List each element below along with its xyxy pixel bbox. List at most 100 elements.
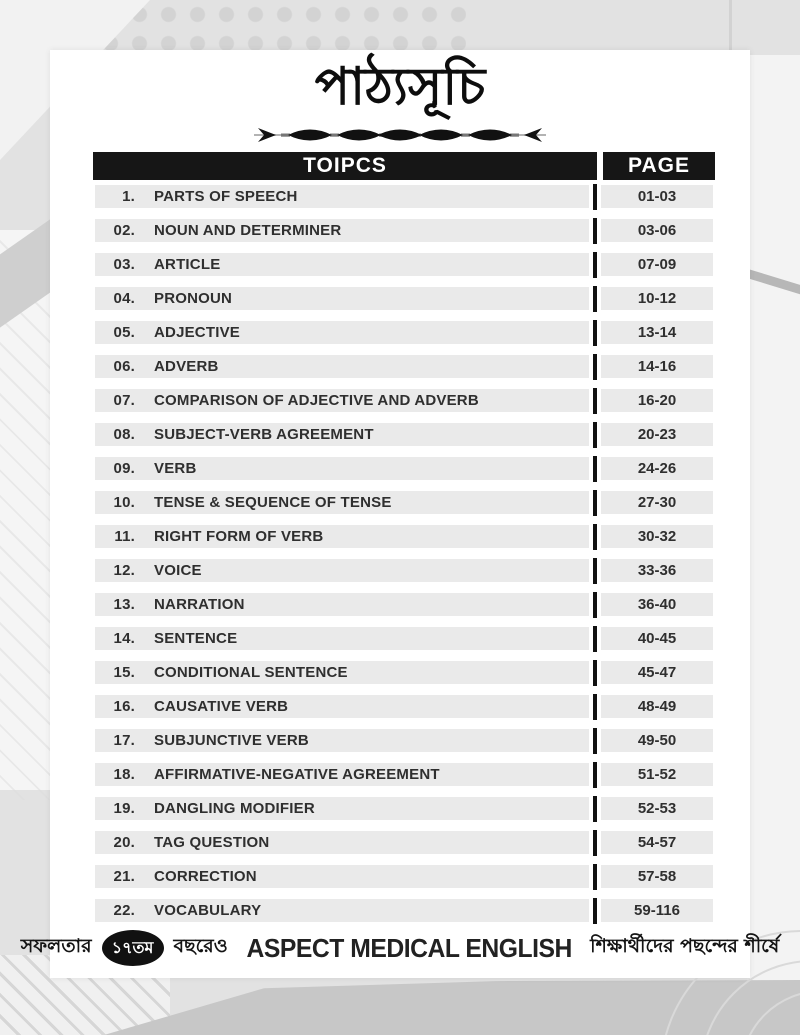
right-ribbon-decoration — [742, 267, 800, 298]
toc-row-separator-bar — [593, 829, 597, 856]
toc-row-topic-cell: 21. CORRECTION — [95, 865, 589, 888]
toc-row: 14. SENTENCE 40-45 — [95, 625, 715, 652]
toc-row-separator-bar — [593, 897, 597, 924]
toc-row-topic-cell: 1. PARTS OF SPEECH — [95, 185, 589, 208]
toc-row-number: 20. — [113, 834, 135, 851]
toc-row-separator-bar — [593, 659, 597, 686]
page-title: পাঠ্যসূচি — [314, 57, 486, 117]
toc-row-separator-bar — [593, 251, 597, 278]
toc-row-topic: RIGHT FORM OF VERB — [154, 528, 324, 545]
toc-row-topic-cell: 20. TAG QUESTION — [95, 831, 589, 854]
toc-row-separator-bar — [593, 285, 597, 312]
toc-row-pages: 57-58 — [601, 865, 713, 888]
toc-header-row: TOIPCS PAGE — [93, 152, 715, 180]
toc-row-topic: PARTS OF SPEECH — [154, 188, 298, 205]
toc-row-pages: 30-32 — [601, 525, 713, 548]
toc-row-separator-bar — [593, 455, 597, 482]
toc-row-topic-cell: 05. ADJECTIVE — [95, 321, 589, 344]
toc-row: 08. SUBJECT-VERB AGREEMENT 20-23 — [95, 421, 715, 448]
toc-row: 07. COMPARISON OF ADJECTIVE AND ADVERB 1… — [95, 387, 715, 414]
content-sheet: পাঠ্যসূচি — [21, 50, 779, 978]
toc-row-number: 19. — [113, 800, 135, 817]
toc-row-topic: SENTENCE — [154, 630, 238, 647]
toc-row-topic: TAG QUESTION — [154, 834, 270, 851]
toc-row-topic: VOCABULARY — [154, 902, 262, 919]
toc-row-number: 04. — [113, 290, 135, 307]
toc-row-topic: NOUN AND DETERMINER — [154, 222, 342, 239]
page-column-header: PAGE — [603, 152, 715, 180]
toc-row-separator-bar — [593, 183, 597, 210]
footer-strip: সফলতার ১৭তম বছরেও ASPECT MEDICAL ENGLISH… — [21, 926, 779, 970]
toc-row: 21. CORRECTION 57-58 — [95, 863, 715, 890]
toc-row-topic: ADJECTIVE — [154, 324, 240, 341]
toc-row-topic-cell: 03. ARTICLE — [95, 253, 589, 276]
toc-row: 19. DANGLING MODIFIER 52-53 — [95, 795, 715, 822]
toc-row: 17. SUBJUNCTIVE VERB 49-50 — [95, 727, 715, 754]
left-margin-band — [0, 230, 50, 790]
toc-row: 11. RIGHT FORM OF VERB 30-32 — [95, 523, 715, 550]
toc-row-separator-bar — [593, 421, 597, 448]
toc-row-topic: PRONOUN — [154, 290, 233, 307]
toc-row-separator-bar — [593, 693, 597, 720]
toc-row-topic-cell: 08. SUBJECT-VERB AGREEMENT — [95, 423, 589, 446]
toc-row: 05. ADJECTIVE 13-14 — [95, 319, 715, 346]
toc-row-topic: ADVERB — [154, 358, 219, 375]
toc-row-pages: 10-12 — [601, 287, 713, 310]
footer-success-text: সফলতার — [20, 935, 92, 957]
toc-row-pages: 33-36 — [601, 559, 713, 582]
toc-row-pages: 16-20 — [601, 389, 713, 412]
toc-row: 1. PARTS OF SPEECH 01-03 — [95, 183, 715, 210]
toc-row-topic: SUBJECT-VERB AGREEMENT — [154, 426, 374, 443]
toc-row-topic: COMPARISON OF ADJECTIVE AND ADVERB — [154, 392, 479, 409]
toc-row-separator-bar — [593, 625, 597, 652]
toc-row-separator-bar — [593, 319, 597, 346]
toc-row-topic-cell: 22. VOCABULARY — [95, 899, 589, 922]
toc-row-pages: 01-03 — [601, 185, 713, 208]
toc-row-number: 09. — [113, 460, 135, 477]
toc-row-pages: 36-40 — [601, 593, 713, 616]
toc-row-separator-bar — [593, 761, 597, 788]
toc-row-pages: 48-49 — [601, 695, 713, 718]
toc-row: 03. ARTICLE 07-09 — [95, 251, 715, 278]
toc-row-number: 1. — [122, 188, 135, 205]
bottom-gray-wedge — [0, 980, 800, 1035]
toc-row-topic: DANGLING MODIFIER — [154, 800, 315, 817]
toc-row-separator-bar — [593, 591, 597, 618]
toc-row-topic-cell: 04. PRONOUN — [95, 287, 589, 310]
toc-row-topic-cell: 12. VOICE — [95, 559, 589, 582]
toc-row-topic-cell: 09. VERB — [95, 457, 589, 480]
toc-row-pages: 40-45 — [601, 627, 713, 650]
toc-row-topic-cell: 07. COMPARISON OF ADJECTIVE AND ADVERB — [95, 389, 589, 412]
toc-row: 18. AFFIRMATIVE-NEGATIVE AGREEMENT 51-52 — [95, 761, 715, 788]
toc-row-separator-bar — [593, 217, 597, 244]
brand-name: ASPECT MEDICAL ENGLISH — [246, 932, 572, 963]
toc-row-pages: 14-16 — [601, 355, 713, 378]
contour-arc — [740, 990, 800, 1035]
footer-students-choice-text: শিক্ষার্থীদের পছন্দের শীর্ষে — [590, 935, 780, 957]
toc-row-pages: 52-53 — [601, 797, 713, 820]
footer-year-text: বছরেও — [173, 935, 228, 957]
toc-row-pages: 54-57 — [601, 831, 713, 854]
toc-row-number: 13. — [113, 596, 135, 613]
right-margin-band — [750, 55, 800, 985]
toc-row-topic: CAUSATIVE VERB — [154, 698, 289, 715]
toc-row: 10. TENSE & SEQUENCE OF TENSE 27-30 — [95, 489, 715, 516]
toc-row-number: 12. — [113, 562, 135, 579]
toc-row-topic: VERB — [154, 460, 197, 477]
toc-row-pages: 45-47 — [601, 661, 713, 684]
toc-row: 20. TAG QUESTION 54-57 — [95, 829, 715, 856]
toc-row-pages: 24-26 — [601, 457, 713, 480]
toc-row-topic: CORRECTION — [154, 868, 257, 885]
17th-year-badge: ১৭তম — [101, 930, 164, 966]
toc-row: 12. VOICE 33-36 — [95, 557, 715, 584]
toc-row: 09. VERB 24-26 — [95, 455, 715, 482]
toc-row-separator-bar — [593, 795, 597, 822]
toc-row-pages: 59-116 — [601, 899, 713, 922]
toc-row: 02. NOUN AND DETERMINER 03-06 — [95, 217, 715, 244]
toc-row-number: 05. — [113, 324, 135, 341]
toc-row-topic-cell: 19. DANGLING MODIFIER — [95, 797, 589, 820]
toc-row-pages: 49-50 — [601, 729, 713, 752]
toc-row-number: 07. — [113, 392, 135, 409]
toc-row-number: 08. — [113, 426, 135, 443]
